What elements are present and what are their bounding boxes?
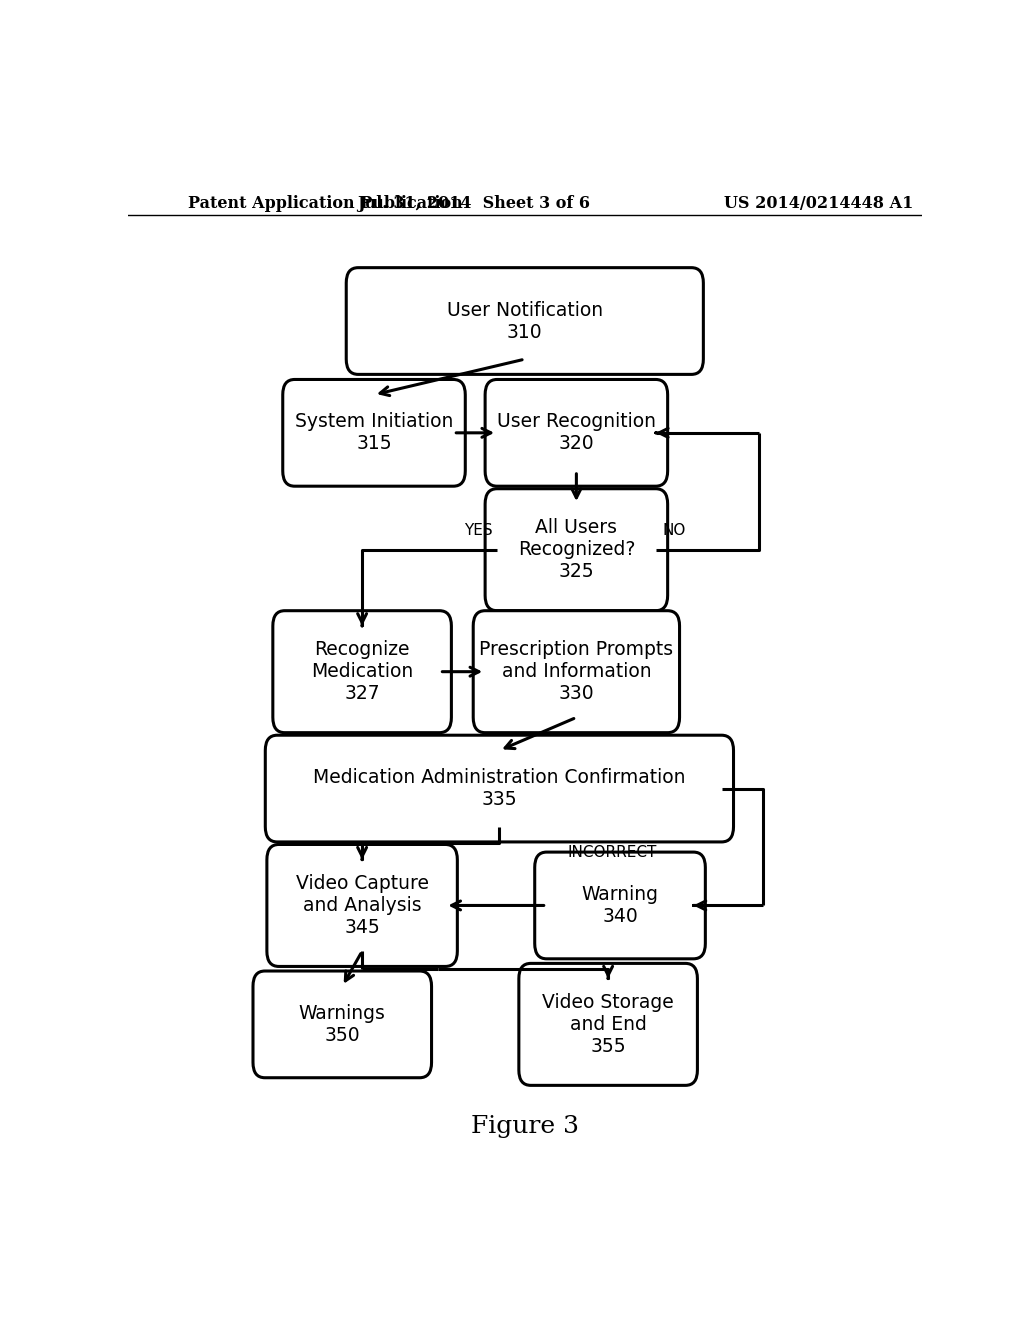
Text: Medication Administration Confirmation
335: Medication Administration Confirmation 3… <box>313 768 686 809</box>
FancyBboxPatch shape <box>267 845 458 966</box>
Text: User Notification
310: User Notification 310 <box>446 301 603 342</box>
FancyBboxPatch shape <box>253 972 431 1077</box>
Text: Warnings
350: Warnings 350 <box>299 1005 386 1045</box>
Text: System Initiation
315: System Initiation 315 <box>295 412 454 453</box>
Text: Recognize
Medication
327: Recognize Medication 327 <box>311 640 414 704</box>
Text: US 2014/0214448 A1: US 2014/0214448 A1 <box>724 194 913 211</box>
Text: All Users
Recognized?
325: All Users Recognized? 325 <box>518 519 635 581</box>
Text: NO: NO <box>663 523 685 537</box>
FancyBboxPatch shape <box>265 735 733 842</box>
FancyBboxPatch shape <box>473 611 680 733</box>
Text: Video Storage
and End
355: Video Storage and End 355 <box>543 993 674 1056</box>
FancyBboxPatch shape <box>346 268 703 375</box>
Text: Warning
340: Warning 340 <box>582 884 658 925</box>
Text: Prescription Prompts
and Information
330: Prescription Prompts and Information 330 <box>479 640 674 704</box>
Text: Patent Application Publication: Patent Application Publication <box>187 194 462 211</box>
FancyBboxPatch shape <box>485 488 668 611</box>
FancyBboxPatch shape <box>272 611 452 733</box>
FancyBboxPatch shape <box>283 379 465 486</box>
Text: Figure 3: Figure 3 <box>471 1114 579 1138</box>
Text: User Recognition
320: User Recognition 320 <box>497 412 656 453</box>
Text: YES: YES <box>465 523 494 537</box>
FancyBboxPatch shape <box>535 853 706 958</box>
Text: INCORRECT: INCORRECT <box>567 845 656 859</box>
FancyBboxPatch shape <box>485 379 668 486</box>
Text: Jul. 31, 2014  Sheet 3 of 6: Jul. 31, 2014 Sheet 3 of 6 <box>356 194 590 211</box>
FancyBboxPatch shape <box>519 964 697 1085</box>
Text: Video Capture
and Analysis
345: Video Capture and Analysis 345 <box>296 874 429 937</box>
